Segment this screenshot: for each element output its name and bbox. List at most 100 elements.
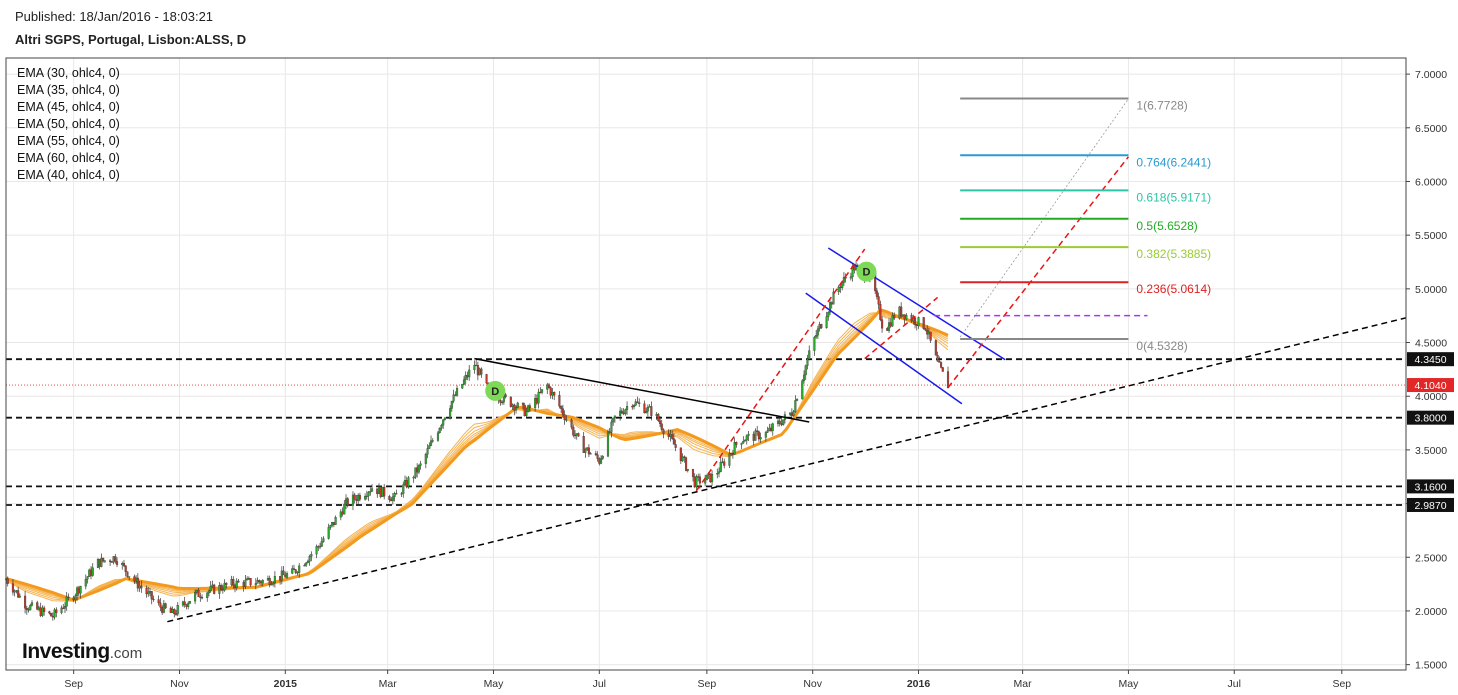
candle-up (320, 541, 323, 547)
candle-down (539, 391, 542, 393)
candle-down (691, 468, 695, 477)
fibonacci-extension[interactable]: 1(6.7728) 0.764(6.2441) 0.618(5.9171) 0.5(5… (960, 97, 1211, 353)
candle-up (887, 322, 891, 331)
candle-up (601, 456, 604, 459)
candle-down (889, 322, 892, 327)
candle-up (351, 494, 355, 506)
candle-up (832, 291, 835, 305)
candle-down (650, 406, 653, 416)
candle-down (145, 587, 148, 595)
candle-down (672, 438, 675, 445)
candle-down (50, 613, 53, 617)
candle-up (244, 579, 247, 587)
candle-up (65, 596, 68, 607)
legend-item[interactable]: EMA (30, ohlc4, 0) (17, 66, 120, 80)
candle-up (426, 448, 429, 455)
candle-down (233, 585, 237, 588)
candle-up (728, 453, 731, 466)
candle-up (711, 474, 714, 483)
candle-up (766, 430, 769, 433)
dividend-marker (485, 380, 506, 401)
candle-up (138, 585, 141, 589)
dividend-marker (856, 261, 877, 282)
candle-up (209, 585, 212, 591)
candle-down (620, 410, 623, 414)
candle-down (24, 595, 27, 609)
candle-up (686, 468, 689, 471)
candle-up (501, 401, 504, 404)
candle-up (898, 306, 901, 319)
candle-up (745, 435, 748, 441)
x-tick-label: 2016 (907, 678, 931, 690)
candle-down (946, 371, 950, 389)
candle-down (376, 488, 379, 495)
candle-up (367, 492, 370, 497)
candle-down (903, 314, 906, 320)
legend-item[interactable]: EMA (35, ohlc4, 0) (17, 83, 120, 97)
candle-up (534, 398, 537, 408)
trendlines[interactable] (167, 98, 1407, 623)
candle-up (456, 388, 459, 396)
candle-down (476, 364, 479, 376)
candle-up (419, 463, 422, 466)
candle-up (334, 517, 337, 525)
candle-up (30, 602, 34, 606)
candle-up (719, 462, 722, 472)
legend-item[interactable]: EMA (40, ohlc4, 0) (17, 168, 120, 182)
candle-down (563, 414, 566, 420)
candle-up (417, 465, 420, 473)
candle-down (922, 317, 925, 329)
candle-down (114, 556, 117, 562)
candle-down (268, 578, 271, 585)
candle-up (624, 409, 627, 415)
candle-up (789, 412, 792, 415)
candle-down (317, 546, 320, 548)
candle-down (587, 447, 590, 455)
brand-name: Investing (22, 640, 110, 663)
candle-down (934, 340, 937, 356)
candle-down (638, 402, 641, 404)
candle-down (936, 355, 939, 362)
candle-down (110, 561, 113, 563)
candle-down (159, 602, 162, 608)
candle-down (528, 405, 531, 408)
candle-down (126, 571, 129, 577)
candle-down (98, 558, 101, 567)
x-tick-label: May (484, 678, 505, 690)
candle-down (667, 433, 670, 437)
candle-down (221, 589, 224, 591)
legend-item[interactable]: EMA (60, ohlc4, 0) (17, 151, 120, 165)
candle-up (648, 406, 651, 408)
candle-up (37, 607, 41, 610)
legend-item[interactable]: EMA (45, ohlc4, 0) (17, 100, 120, 114)
candle-down (674, 444, 677, 448)
candle-up (207, 590, 211, 594)
candle-down (731, 452, 734, 455)
legend-item[interactable]: EMA (55, ohlc4, 0) (17, 134, 120, 148)
candle-down (875, 290, 878, 297)
candle-up (331, 522, 334, 526)
candle-down (48, 611, 51, 614)
price-label-box (1407, 378, 1454, 393)
candle-down (480, 368, 483, 375)
candle-up (412, 477, 415, 479)
candle-down (594, 453, 597, 455)
candle-down (341, 511, 344, 515)
price-label-box (1407, 497, 1454, 512)
candle-down (853, 266, 856, 271)
candle-down (174, 613, 178, 615)
candle-down (499, 399, 502, 403)
candle-up (537, 391, 540, 404)
candle-up (370, 488, 374, 492)
candle-down (608, 431, 611, 433)
candle-up (705, 474, 708, 481)
price-labels: 4.3450 4.1040 3.8000 3.1600 2.9870 (1407, 352, 1454, 512)
price-label-box (1407, 410, 1454, 425)
candle-down (757, 431, 760, 440)
legend-item[interactable]: EMA (50, ohlc4, 0) (17, 117, 120, 131)
candle-up (917, 317, 920, 327)
candle-down (17, 590, 20, 598)
y-tick-label: 2.5000 (1415, 552, 1447, 564)
candle-up (128, 576, 131, 578)
